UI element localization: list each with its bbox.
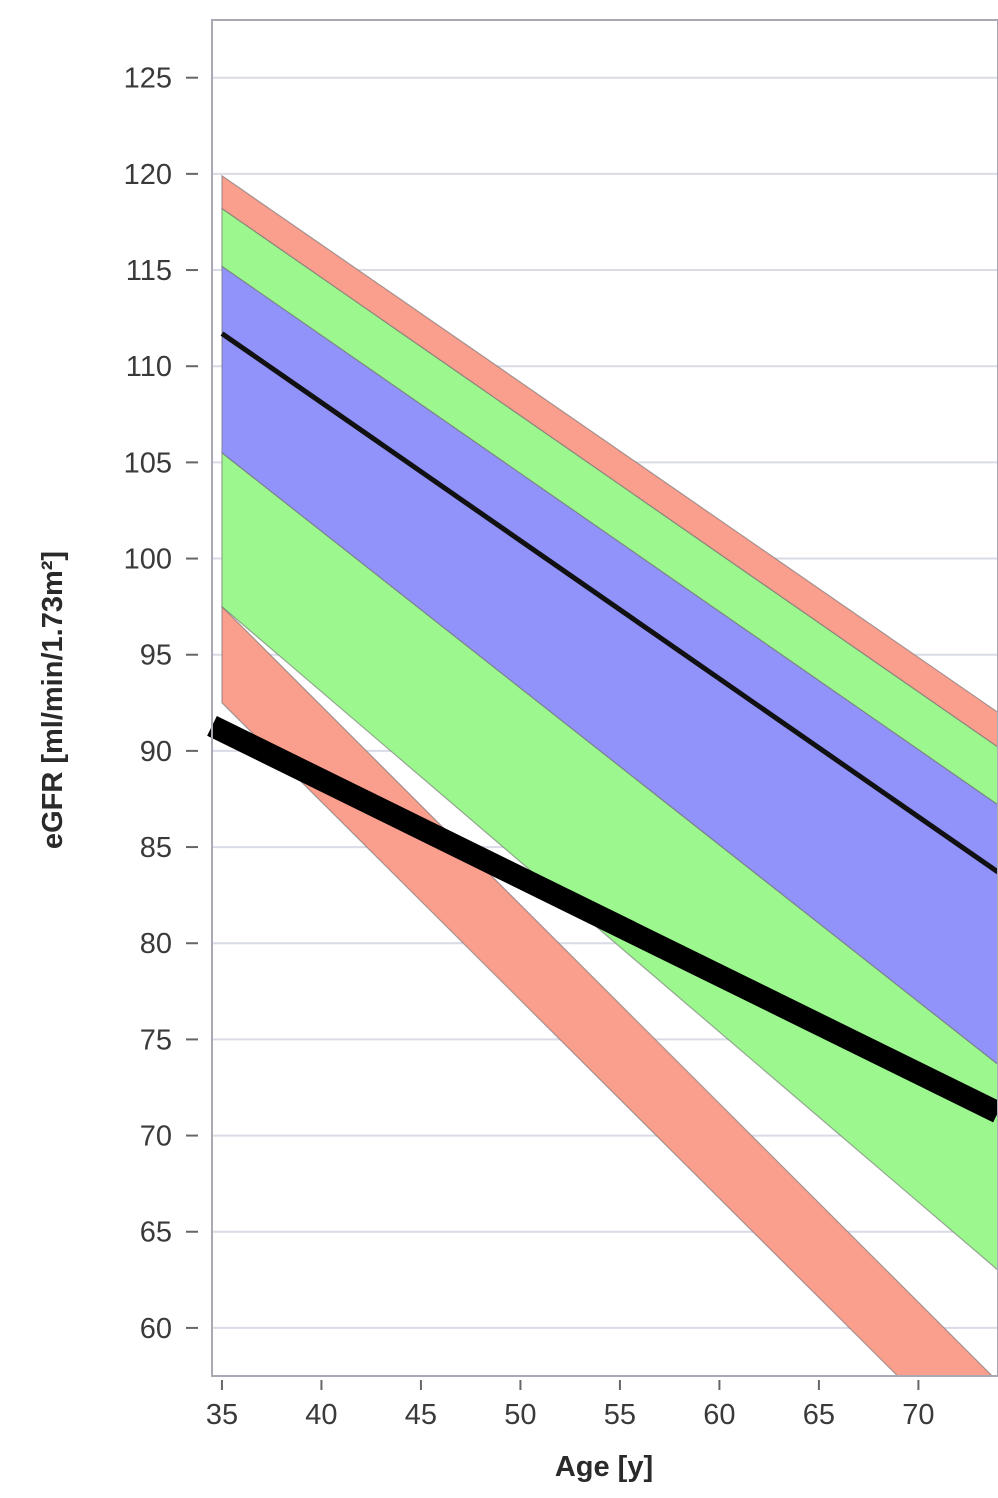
percentile-bands (221, 174, 998, 1376)
x-tick-label: 40 (305, 1399, 337, 1431)
y-axis: 60 65 70 75 80 85 90 95 100 105 110 115 120 125 (124, 63, 198, 1345)
y-tick-label: 100 (124, 544, 172, 576)
x-tick-label: 55 (604, 1399, 636, 1431)
percentile-band (221, 174, 998, 748)
y-tick-label: 115 (126, 255, 172, 287)
y-tick-label: 65 (140, 1217, 172, 1249)
y-tick-label: 110 (126, 351, 172, 383)
trend-lines (207, 331, 998, 1123)
percentile-band (221, 207, 998, 806)
percentile-band (221, 451, 998, 1272)
median-line (220, 331, 998, 875)
y-tick-label: 120 (124, 159, 172, 191)
y-tick-label: 70 (140, 1121, 172, 1153)
x-tick-label: 35 (206, 1399, 238, 1431)
y-tick-label: 80 (140, 928, 172, 960)
percentile-band (221, 605, 994, 1376)
y-axis-title: eGFR [ml/min/1.73m²] (37, 551, 69, 849)
y-tick-label: 90 (140, 736, 172, 768)
x-tick-label: 45 (405, 1399, 437, 1431)
x-tick-label: 50 (504, 1399, 536, 1431)
plot-frame (211, 19, 998, 1377)
y-tick-label: 60 (140, 1313, 172, 1345)
y-tick-label: 105 (124, 447, 172, 479)
x-axis: 35 40 45 50 55 60 65 70 (206, 1380, 935, 1431)
y-tick-label: 125 (124, 63, 172, 95)
x-tick-label: 70 (902, 1399, 934, 1431)
patient-trend-line (207, 716, 998, 1123)
y-tick-label: 95 (140, 640, 172, 672)
x-axis-title: Age [y] (555, 1451, 653, 1483)
y-tick-label: 75 (140, 1024, 172, 1056)
y-tick-label: 85 (140, 832, 172, 864)
x-tick-label: 60 (703, 1399, 735, 1431)
x-tick-label: 65 (803, 1399, 835, 1431)
